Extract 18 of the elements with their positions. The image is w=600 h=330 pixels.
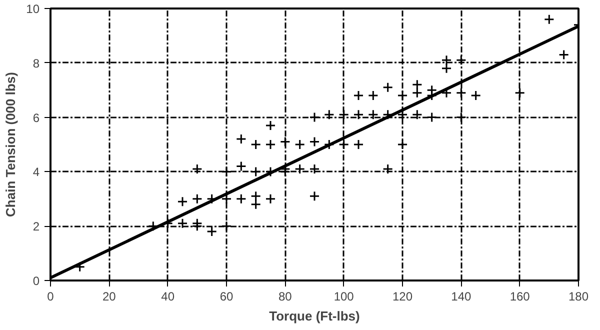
x-tick-label: 40 — [161, 290, 175, 304]
y-tick-label: 10 — [26, 2, 40, 16]
y-tick-label: 8 — [32, 56, 40, 70]
y-axis-title: Chain Tension (000 lbs) — [3, 72, 18, 217]
x-tick-label: 60 — [220, 290, 234, 304]
y-tick-label: 6 — [32, 110, 40, 125]
x-tick-label: 20 — [102, 290, 116, 304]
x-tick-label: 80 — [278, 290, 292, 304]
x-tick-label: 100 — [334, 290, 354, 304]
x-tick-label: 160 — [510, 290, 530, 304]
x-tick-label: 0 — [47, 290, 54, 304]
x-axis-title: Torque (Ft-lbs) — [269, 308, 360, 324]
y-tick-label: 4 — [32, 165, 40, 180]
x-tick-label: 140 — [451, 290, 472, 304]
x-tick-label: 180 — [568, 290, 589, 304]
y-tick-label: 2 — [32, 220, 40, 234]
x-tick-label: 120 — [392, 290, 413, 304]
y-tick-label: 0 — [32, 274, 40, 288]
